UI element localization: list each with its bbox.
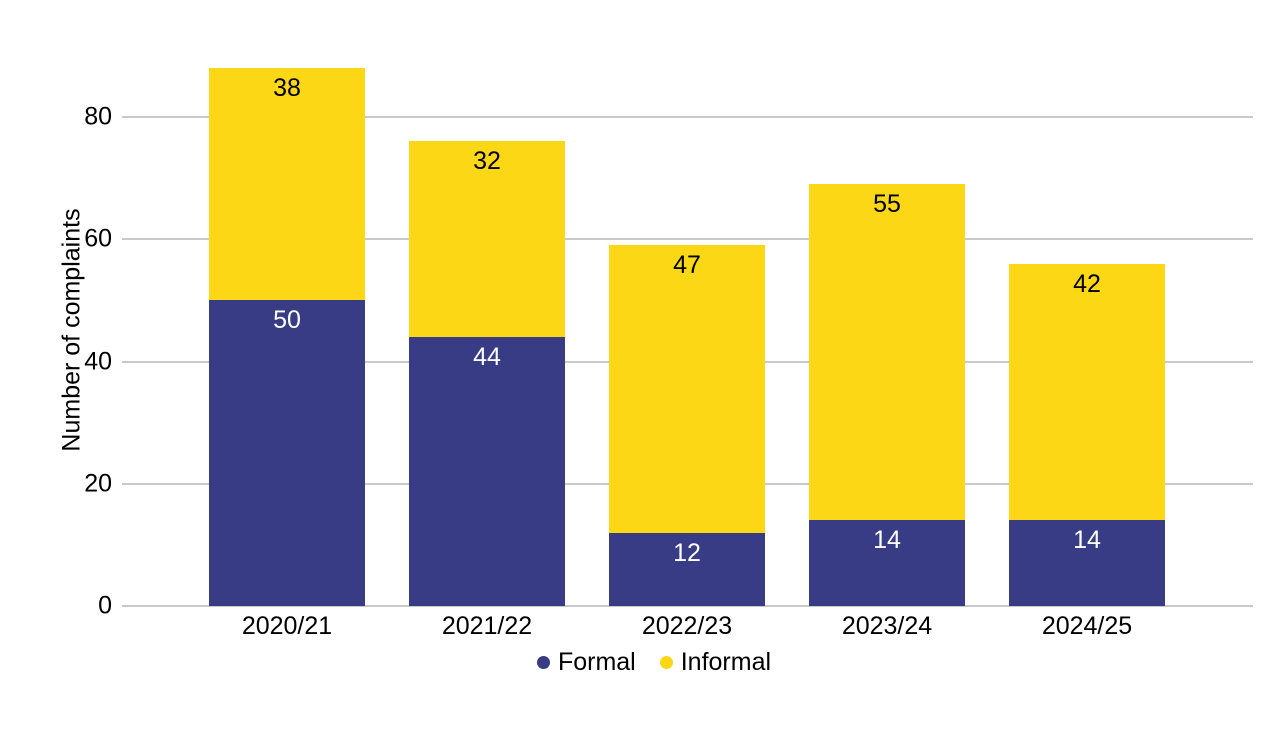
x-axis-label-2021/22: 2021/22 bbox=[441, 612, 533, 640]
legend-item-formal: Formal bbox=[536, 648, 636, 677]
bar-2020/21-informal-segment bbox=[209, 68, 365, 301]
y-tick-label-40: 40 bbox=[84, 347, 112, 375]
value-label-formal-2024/25: 14 bbox=[1073, 526, 1101, 555]
bar-2023/24-informal-segment bbox=[809, 184, 965, 521]
x-axis-label-2023/24: 2023/24 bbox=[841, 612, 933, 640]
value-label-formal-2023/24: 14 bbox=[873, 526, 901, 555]
y-tick-label-20: 20 bbox=[84, 469, 112, 498]
bar-2022/23-informal-segment bbox=[609, 245, 765, 533]
gridline-y-0 bbox=[122, 605, 1253, 607]
gridline-y-60 bbox=[122, 238, 1253, 241]
bar-2022/23-formal-segment bbox=[609, 532, 765, 606]
gridline-y-80 bbox=[122, 116, 1253, 118]
bar-2024/25-formal-segment bbox=[1009, 520, 1165, 606]
y-tick-label-0: 0 bbox=[98, 591, 112, 620]
legend-label-informal: Informal bbox=[680, 648, 772, 676]
bar-2023/24-formal-segment bbox=[809, 520, 965, 606]
value-label-informal-2024/25: 42 bbox=[1073, 269, 1101, 298]
y-tick-label-80: 80 bbox=[84, 102, 112, 131]
value-label-formal-2020/21: 50 bbox=[273, 306, 301, 335]
bar-2020/21-formal-segment bbox=[209, 300, 365, 606]
x-axis-label-2020/21: 2020/21 bbox=[241, 612, 333, 640]
legend: Formal Informal bbox=[14, 648, 1280, 677]
y-tick-label-60: 60 bbox=[84, 224, 112, 253]
x-axis-label-2022/23: 2022/23 bbox=[641, 612, 733, 640]
value-label-informal-2021/22: 32 bbox=[473, 147, 501, 176]
legend-label-formal: Formal bbox=[557, 648, 636, 676]
bar-2021/22-informal-segment bbox=[409, 141, 565, 338]
legend-item-informal: Informal bbox=[659, 648, 772, 677]
legend-dot-formal-icon bbox=[536, 656, 550, 669]
legend-dot-informal-icon bbox=[659, 656, 673, 669]
x-axis-label-2024/25: 2024/25 bbox=[1041, 612, 1133, 640]
bar-2021/22-formal-segment bbox=[409, 337, 565, 606]
bar-2024/25-informal-segment bbox=[1009, 263, 1165, 521]
value-label-informal-2020/21: 38 bbox=[273, 74, 301, 103]
value-label-informal-2022/23: 47 bbox=[673, 251, 701, 280]
value-label-formal-2022/23: 12 bbox=[673, 538, 701, 567]
value-label-informal-2023/24: 55 bbox=[873, 190, 901, 219]
value-label-formal-2021/22: 44 bbox=[473, 343, 501, 372]
